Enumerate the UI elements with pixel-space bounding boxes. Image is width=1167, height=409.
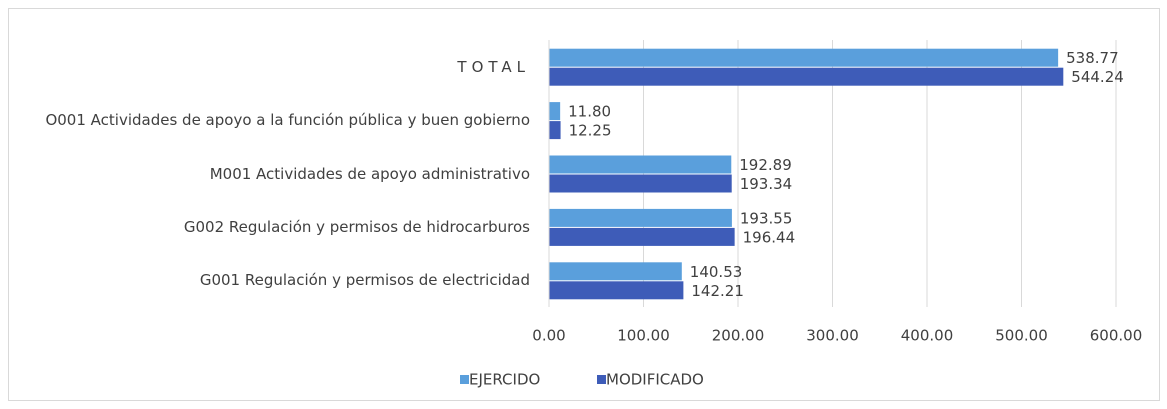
x-tick-label: 300.00 xyxy=(806,327,859,345)
x-tick-label: 100.00 xyxy=(617,327,670,345)
legend-swatch xyxy=(460,375,469,384)
bar xyxy=(549,281,684,300)
data-label: 11.80 xyxy=(568,103,611,121)
data-label: 196.44 xyxy=(743,228,796,246)
data-label: 140.53 xyxy=(690,263,743,281)
data-label: 538.77 xyxy=(1066,49,1119,67)
bar xyxy=(549,208,732,227)
legend-swatch xyxy=(597,375,606,384)
y-tick-label: G002 Regulación y permisos de hidrocarbu… xyxy=(183,217,530,236)
y-tick-label: TOTAL xyxy=(457,57,530,76)
y-tick-label: M001 Actividades de apoyo administrativo xyxy=(209,164,530,183)
data-label: 544.24 xyxy=(1071,68,1124,86)
data-label: 12.25 xyxy=(569,122,612,140)
bar xyxy=(549,102,561,121)
bar xyxy=(549,67,1064,86)
x-tick-label: 500.00 xyxy=(995,327,1048,345)
x-tick-label: 0.00 xyxy=(532,327,565,345)
bar xyxy=(549,48,1059,67)
data-label: 193.34 xyxy=(740,175,793,193)
x-tick-label: 600.00 xyxy=(1090,327,1143,345)
x-tick-label: 400.00 xyxy=(901,327,954,345)
x-tick-label: 200.00 xyxy=(712,327,765,345)
data-label: 193.55 xyxy=(740,209,793,227)
bar xyxy=(549,262,682,281)
data-label: 142.21 xyxy=(691,282,744,300)
legend-label: EJERCIDO xyxy=(469,371,540,389)
legend-label: MODIFICADO xyxy=(606,371,704,389)
bar xyxy=(549,155,732,174)
bar xyxy=(549,121,561,140)
bar xyxy=(549,174,732,193)
bar xyxy=(549,227,735,246)
y-tick-label: G001 Regulación y permisos de electricid… xyxy=(199,271,530,290)
y-tick-label: O001 Actividades de apoyo a la función p… xyxy=(45,111,530,130)
data-label: 192.89 xyxy=(739,156,792,174)
